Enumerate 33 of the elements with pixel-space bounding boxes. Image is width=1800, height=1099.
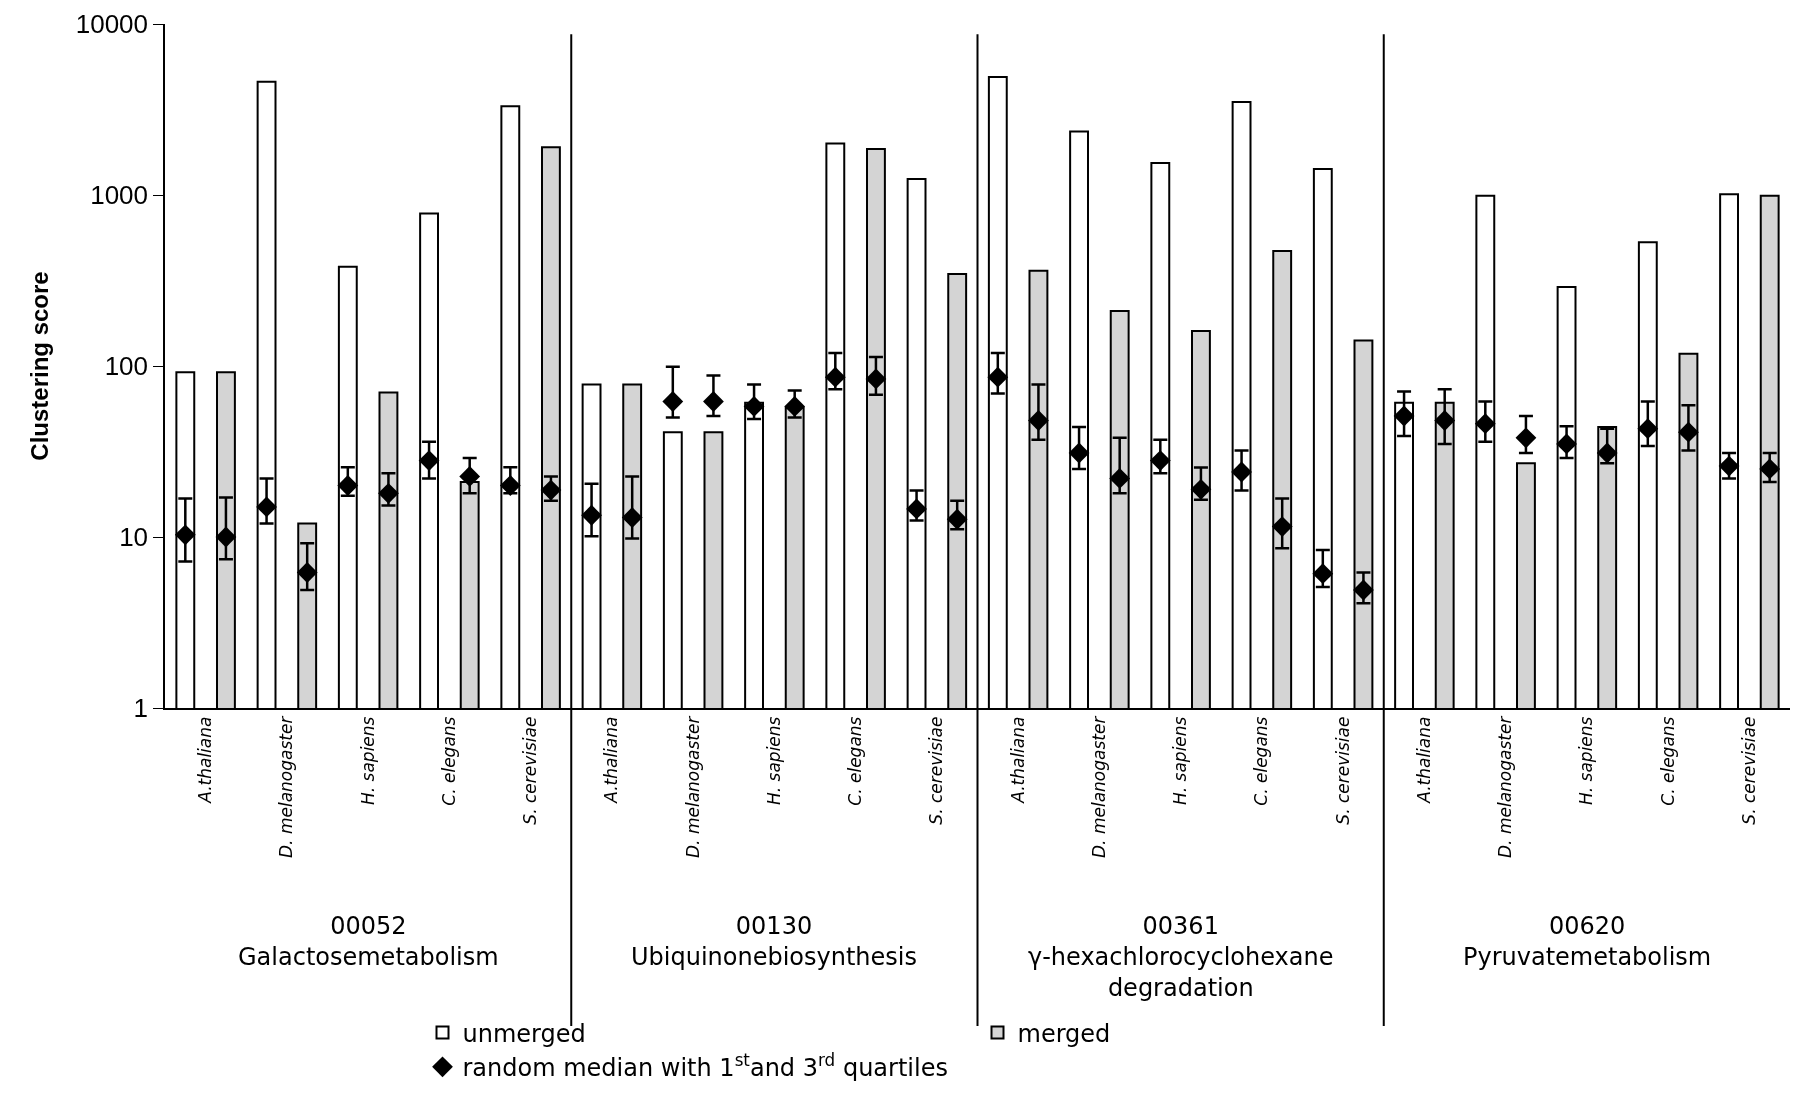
text: 00361 γ-hexachlorocyclohexane degradation bbox=[1028, 912, 1334, 1003]
y-tick-label: 10 bbox=[119, 522, 149, 553]
legend-label: random median with 1$^{st}$and 3$^{rd}$ quartiles bbox=[462, 1050, 948, 1083]
x-tick-label: H. sapiens bbox=[1576, 716, 1597, 806]
text: 00052 Galactosemetabolism bbox=[238, 912, 499, 972]
x-tick-label: D. melanogaster bbox=[276, 715, 297, 858]
x-tick-label: A.thaliana bbox=[1413, 716, 1434, 804]
y-axis-title: Clustering score bbox=[26, 271, 54, 461]
x-tick-label: D. melanogaster bbox=[1088, 715, 1109, 858]
legend-label: merged bbox=[1017, 1019, 1111, 1048]
legend-label: unmerged bbox=[462, 1019, 586, 1048]
x-tick-label: S. cerevisiae bbox=[1332, 716, 1353, 825]
x-tick-label: H. sapiens bbox=[763, 716, 784, 806]
y-tick-label: 100 bbox=[104, 351, 149, 382]
x-tick-label: D. melanogaster bbox=[682, 715, 703, 858]
x-tick-label: C. elegans bbox=[438, 716, 459, 806]
x-tick-label: C. elegans bbox=[1657, 716, 1678, 806]
x-tick-label: S. cerevisiae bbox=[520, 716, 541, 825]
y-tick-label: 1000 bbox=[90, 180, 149, 211]
x-tick-label: D. melanogaster bbox=[1495, 715, 1516, 858]
x-tick-label: H. sapiens bbox=[357, 716, 378, 806]
x-tick-label: C. elegans bbox=[1251, 716, 1272, 806]
x-tick-label: A.thaliana bbox=[1007, 716, 1028, 804]
x-tick-label: S. cerevisiae bbox=[1738, 716, 1759, 825]
x-tick-label: C. elegans bbox=[845, 716, 866, 806]
x-tick-label: A.thaliana bbox=[195, 716, 216, 804]
text: 00620 Pyruvatemetabolism bbox=[1463, 912, 1712, 972]
x-tick-label: H. sapiens bbox=[1170, 716, 1191, 806]
x-tick-label: S. cerevisiae bbox=[926, 716, 947, 825]
text: 00130 Ubiquinonebiosynthesis bbox=[631, 912, 918, 972]
x-tick-label: A.thaliana bbox=[601, 716, 622, 804]
y-tick-label: 10000 bbox=[75, 9, 149, 40]
y-tick-label: 1 bbox=[133, 693, 149, 724]
